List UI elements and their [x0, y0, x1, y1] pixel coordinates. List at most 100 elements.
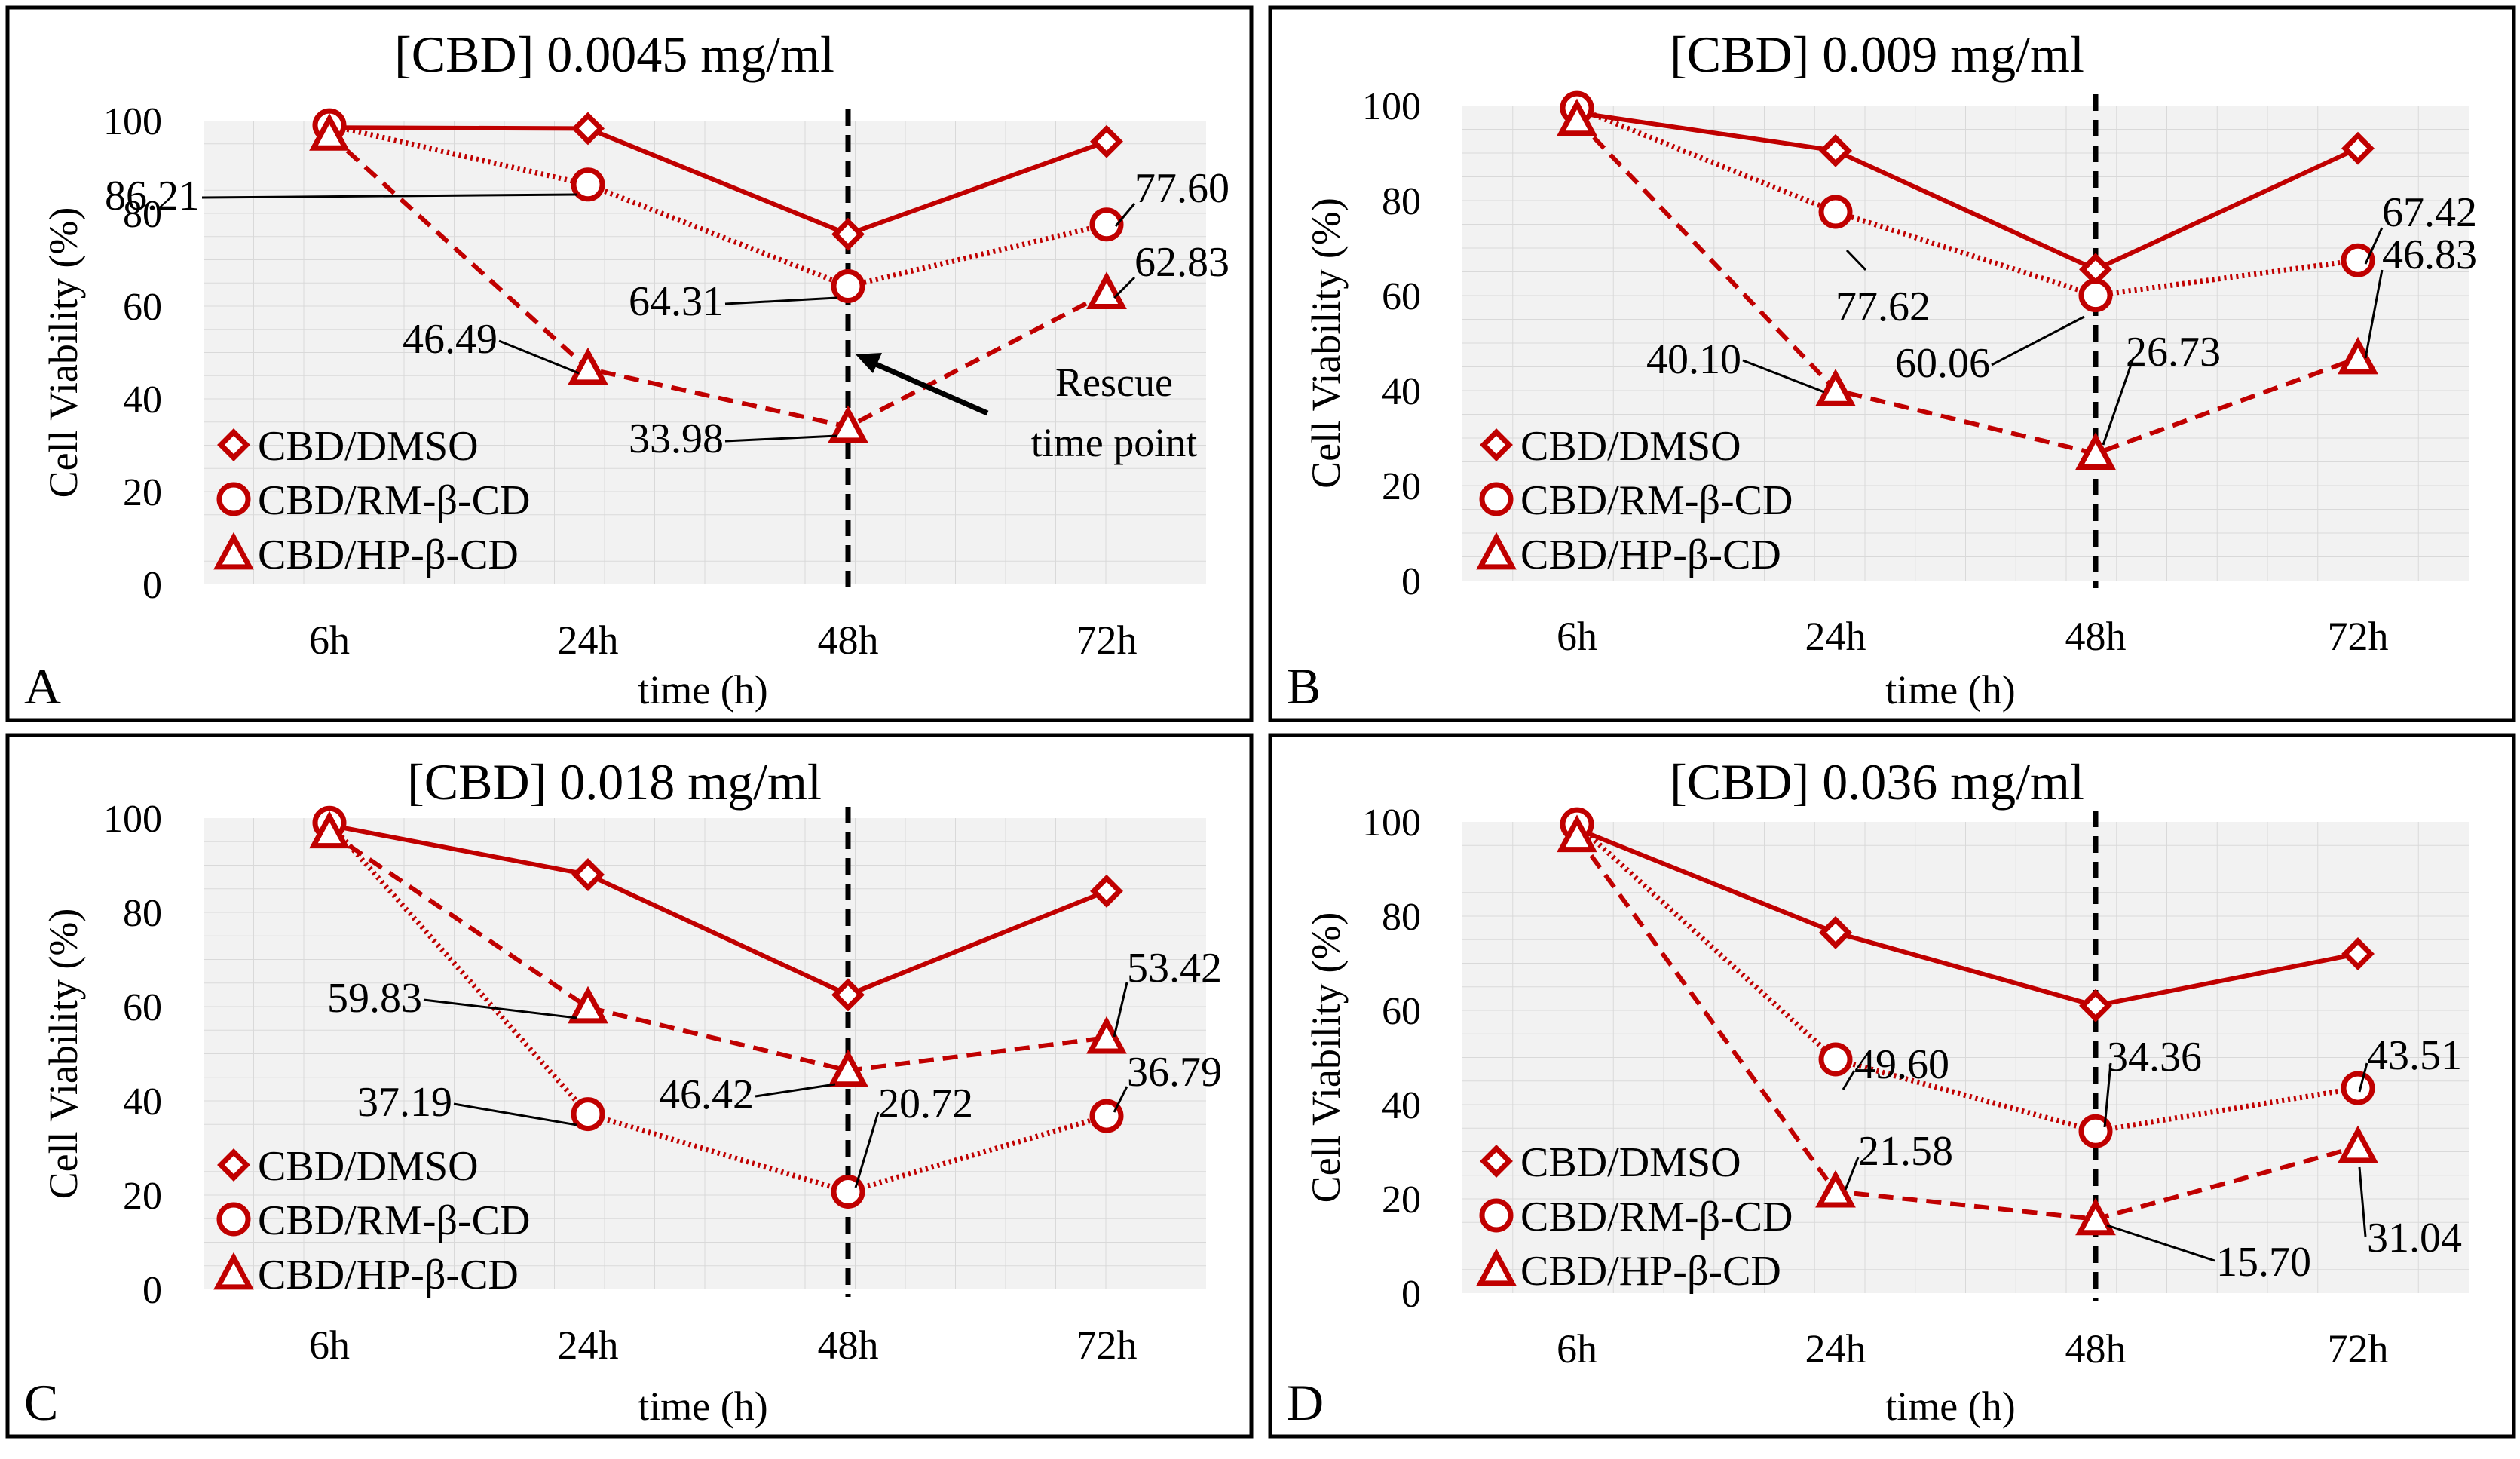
series-line: [328, 830, 1107, 1073]
data-label: 43.51: [2367, 1032, 2462, 1079]
leader-line: [1845, 249, 1867, 271]
value-labels: 59.83 53.42 36.79 37.19 46.42 20.72: [327, 945, 1222, 1188]
series-line: [1575, 118, 2359, 456]
data-label: 40.10: [1646, 336, 1741, 383]
data-label: 33.98: [629, 415, 724, 462]
x-tick-label: 6h: [1557, 1326, 1597, 1372]
x-axis-label: time (h): [1885, 1384, 2015, 1429]
series-2: [1557, 98, 2378, 470]
data-label: 86.21: [105, 173, 200, 219]
series-2: [1557, 814, 2378, 1236]
y-tick-label: 40: [123, 1080, 162, 1123]
y-tick-label: 80: [1382, 180, 1421, 223]
x-tick-label: 24h: [558, 618, 619, 663]
plot-area: [1462, 106, 2469, 581]
y-axis-label: Cell Viability (%): [41, 207, 86, 498]
series-line: [329, 125, 1108, 237]
x-tick-label: 48h: [2065, 614, 2127, 659]
data-point-circle: [1089, 1099, 1124, 1133]
series-line: [327, 820, 1107, 1195]
data-point-circle: [2078, 278, 2113, 313]
legend-marker-circle: [216, 482, 251, 516]
panel-letter: C: [24, 1374, 58, 1431]
data-point-circle: [1818, 1042, 1853, 1077]
data-point-circle: [831, 1175, 865, 1209]
y-tick-label: 80: [123, 193, 162, 236]
y-tick-label: 0: [142, 1269, 162, 1312]
legend: CBD/DMSO CBD/RM-β-CD CBD/HP-β-CD: [213, 423, 530, 578]
chart-panel-d: [CBD] 0.036 mg/ml 0 20 40 60 80 100 Cell Viabil…: [1268, 733, 2516, 1439]
y-tick-label: 20: [123, 471, 162, 514]
legend-marker-circle: [1479, 482, 1514, 516]
data-label: 49.60: [1854, 1041, 1949, 1088]
y-tick-label: 40: [123, 379, 162, 421]
y-tick-label: 100: [103, 100, 162, 143]
data-point-circle: [1089, 207, 1124, 242]
legend-label: CBD/DMSO: [258, 423, 479, 470]
annotation-text: time point: [1031, 420, 1197, 465]
leader-line: [498, 339, 580, 375]
x-axis-label: time (h): [638, 1384, 767, 1429]
leader-line: [453, 1102, 577, 1126]
legend-label: CBD/RM-β-CD: [258, 1197, 530, 1244]
x-tick-label: 48h: [2065, 1326, 2127, 1372]
panel-letter: A: [24, 657, 61, 715]
chart-title: [CBD] 0.009 mg/ml: [1670, 26, 2084, 83]
series-line: [1576, 110, 2359, 272]
legend-label: CBD/DMSO: [258, 1143, 479, 1190]
series-2: [309, 811, 1127, 1087]
x-tick-label: 72h: [2328, 1326, 2389, 1372]
y-tick-label: 0: [1401, 560, 1421, 603]
series-line: [329, 823, 1108, 998]
legend-label: CBD/DMSO: [1520, 1139, 1741, 1186]
leader-line: [1113, 276, 1136, 299]
series-line: [1575, 834, 2359, 1221]
leader-line: [1742, 359, 1825, 394]
leader-line: [1113, 1086, 1128, 1113]
value-labels: 86.21 77.60 62.83 64.31 46.49 33.98: [105, 165, 1229, 462]
leader-line: [2102, 357, 2135, 446]
plot-area: [204, 818, 1206, 1289]
data-label: 46.42: [659, 1071, 754, 1118]
legend-marker-diamond: [1480, 428, 1513, 461]
chart-panel-b: [CBD] 0.009 mg/ml 0 20 40 60 80 100 Cell Viabil…: [1268, 5, 2516, 722]
y-tick-label: 20: [1382, 465, 1421, 508]
leader-line: [1991, 315, 2085, 366]
panel-letter: D: [1287, 1374, 1324, 1431]
data-label: 64.31: [629, 278, 724, 325]
y-axis-label: Cell Viability (%): [1303, 198, 1349, 489]
leader-line: [2364, 227, 2384, 265]
data-label: 77.60: [1134, 165, 1229, 212]
data-label: 53.42: [1127, 945, 1222, 992]
series-line: [329, 122, 1107, 290]
legend-marker-diamond: [1480, 1145, 1513, 1178]
data-label: 15.70: [2216, 1239, 2311, 1286]
legend-marker-circle: [1479, 1198, 1514, 1233]
leader-line: [724, 434, 837, 443]
legend-label: CBD/HP-β-CD: [258, 1252, 519, 1298]
data-point-diamond: [2079, 989, 2112, 1022]
data-label: 46.83: [2382, 231, 2477, 278]
x-tick-label: 6h: [309, 1323, 350, 1368]
data-point-diamond: [1090, 124, 1123, 158]
plot-area: [204, 121, 1206, 584]
data-point-triangle: [1557, 98, 1597, 136]
series-line: [1575, 822, 2359, 1134]
x-tick-label: 24h: [558, 1323, 619, 1368]
panel-letter: B: [1287, 657, 1321, 715]
y-tick-label: 40: [1382, 370, 1421, 413]
leader-line: [2358, 1166, 2367, 1237]
data-point-diamond: [571, 112, 605, 146]
y-tick-label: 0: [1401, 1273, 1421, 1316]
data-point-triangle: [309, 811, 350, 849]
y-tick-label: 80: [123, 892, 162, 935]
leader-line: [2106, 1224, 2215, 1262]
data-point-diamond: [831, 217, 865, 251]
y-tick-label: 20: [123, 1175, 162, 1218]
data-point-circle: [1818, 195, 1853, 229]
legend-marker-triangle: [1476, 532, 1517, 570]
x-tick-label: 48h: [818, 1323, 879, 1368]
legend-label: CBD/RM-β-CD: [1520, 1194, 1793, 1240]
y-tick-label: 80: [1382, 896, 1421, 939]
